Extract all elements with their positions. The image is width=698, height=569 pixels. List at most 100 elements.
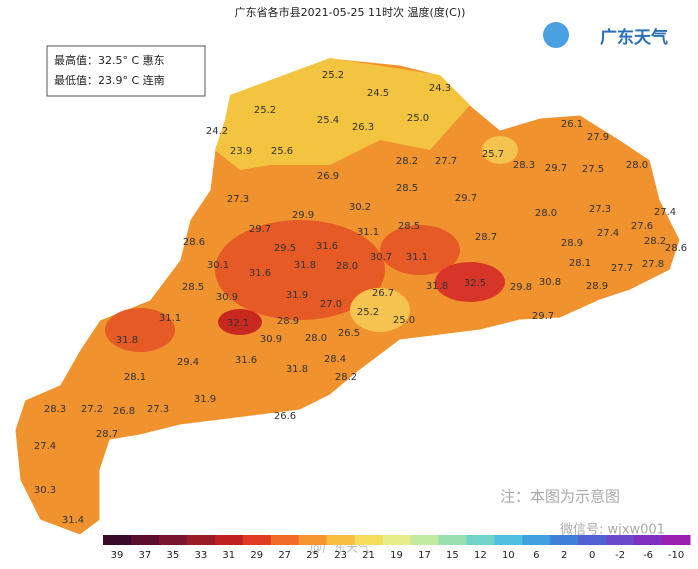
station-value: 28.9 (561, 238, 583, 249)
station-value: 26.7 (372, 288, 394, 299)
colorbar-label: 39 (111, 550, 124, 561)
title: 广东省各市县2021-05-25 11时次 温度(度(C)) (235, 5, 466, 19)
colorbar-cell (186, 535, 216, 545)
station-value: 28.5 (398, 221, 420, 232)
colorbar-label: 10 (502, 550, 515, 561)
colorbar-label: 21 (362, 550, 375, 561)
colorbar-label: 27 (278, 550, 291, 561)
station-value: 27.3 (589, 204, 611, 215)
colorbar-cell (242, 535, 272, 545)
station-value: 30.7 (370, 252, 392, 263)
station-value: 28.9 (277, 316, 299, 327)
hot-zone (435, 262, 505, 302)
colorbar-cell (298, 535, 328, 545)
station-value: 30.8 (539, 277, 561, 288)
station-value: 30.3 (34, 485, 56, 496)
station-value: 31.8 (286, 364, 308, 375)
station-value: 29.8 (510, 282, 532, 293)
colorbar-label: 19 (390, 550, 403, 561)
logo: 广东天气 (600, 27, 668, 48)
station-value: 28.7 (475, 232, 497, 243)
station-value: 26.6 (274, 411, 296, 422)
logo-icon (543, 22, 569, 48)
colorbar-label: 29 (250, 550, 263, 561)
cool-zone (350, 288, 410, 332)
colorbar-cell (214, 535, 244, 545)
station-value: 26.3 (352, 122, 374, 133)
station-value: 28.4 (324, 354, 346, 365)
station-value: 28.2 (396, 156, 418, 167)
colorbar-cell (606, 535, 635, 545)
station-value: 25.2 (254, 105, 276, 116)
station-value: 24.2 (206, 126, 228, 137)
station-value: 25.7 (482, 149, 504, 160)
station-value: 29.5 (274, 243, 296, 254)
station-value: 31.9 (194, 394, 216, 405)
station-value: 31.6 (235, 355, 257, 366)
station-value: 31.1 (357, 227, 379, 238)
colorbar-cell (494, 535, 523, 545)
colorbar-cell (438, 535, 467, 545)
station-value: 27.5 (582, 164, 604, 175)
hot-zone (215, 220, 385, 320)
station-value: 31.1 (406, 252, 428, 263)
station-value: 25.2 (322, 70, 344, 81)
colorbar-cell (130, 535, 160, 545)
hot-zone (218, 309, 262, 335)
station-value: 31.9 (286, 290, 308, 301)
station-value: 25.0 (393, 315, 415, 326)
colorbar-cell (522, 535, 551, 545)
station-value: 30.1 (207, 260, 229, 271)
colorbar-label: 23 (334, 550, 347, 561)
station-value: 31.8 (116, 335, 138, 346)
station-value: 26.5 (338, 328, 360, 339)
north-zone (215, 58, 470, 170)
station-value: 28.0 (535, 208, 557, 219)
station-value: 27.8 (642, 259, 664, 270)
hot-zone (380, 225, 460, 275)
station-value: 29.7 (545, 163, 567, 174)
station-value: 28.5 (396, 183, 418, 194)
station-value: 27.0 (320, 299, 342, 310)
station-value: 29.4 (177, 357, 199, 368)
station-value: 29.7 (532, 311, 554, 322)
station-value: 28.1 (124, 372, 146, 383)
colorbar-cell (158, 535, 188, 545)
colorbar: 39 37 35 33 31 29 27 25 23 21 19 17 15 12 10 6 2 0 -2 -6 -10 (103, 535, 691, 561)
station-value: 31.6 (316, 241, 338, 252)
station-value: 31.8 (426, 281, 448, 292)
station-value: 29.9 (292, 210, 314, 221)
colorbar-label: 17 (418, 550, 431, 561)
colorbar-label: -6 (643, 550, 653, 561)
station-value: 28.6 (665, 243, 687, 254)
wechat: 微信号: wjxw001 (560, 523, 665, 538)
station-value: 28.3 (44, 404, 66, 415)
station-value: 28.9 (586, 281, 608, 292)
colorbar-cell (382, 535, 411, 545)
station-value: 27.7 (611, 263, 633, 274)
colorbar-label: 0 (589, 550, 595, 561)
max-text: 最高值：32.5° C 惠东 (54, 53, 165, 67)
station-value: 25.4 (317, 115, 339, 126)
station-value: 29.7 (455, 193, 477, 204)
station-value: 24.3 (429, 83, 451, 94)
colorbar-label: 2 (561, 550, 567, 561)
colorbar-label: 25 (306, 550, 319, 561)
colorbar-label: 15 (446, 550, 459, 561)
station-value: 27.4 (654, 207, 676, 218)
station-value: 29.7 (249, 224, 271, 235)
min-text: 最低值：23.9° C 连南 (54, 74, 165, 87)
station-value: 27.3 (147, 404, 169, 415)
colorbar-cell (270, 535, 300, 545)
station-value: 28.1 (569, 258, 591, 269)
station-value: 30.9 (216, 292, 238, 303)
station-value: 31.1 (159, 313, 181, 324)
station-value: 26.1 (561, 119, 583, 130)
station-value: 27.2 (81, 404, 103, 415)
station-value: 28.5 (182, 282, 204, 293)
colorbar-cell (550, 535, 579, 545)
station-value: 31.6 (249, 268, 271, 279)
station-value: 31.4 (62, 515, 84, 526)
colorbar-cell (662, 535, 691, 545)
station-value: 27.9 (587, 132, 609, 143)
